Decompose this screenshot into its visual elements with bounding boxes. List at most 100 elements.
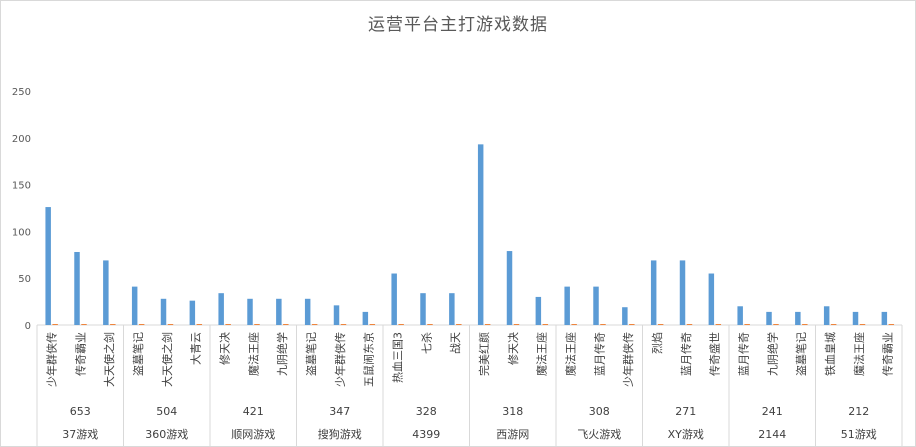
bar-secondary	[657, 324, 664, 325]
group-total-label: 308	[589, 405, 610, 418]
bar	[823, 306, 830, 325]
y-tick-label: 0	[25, 321, 31, 332]
category-label: 盗墓笔记	[131, 332, 145, 376]
group-total-label: 212	[848, 405, 869, 418]
bar-secondary	[340, 324, 347, 325]
bar-secondary	[802, 324, 808, 325]
category-label: 蓝月传奇	[737, 332, 750, 376]
group-total-label: 421	[243, 405, 264, 418]
category-label: 魔法王座	[246, 332, 260, 376]
y-tick-label: 50	[18, 274, 31, 285]
bar	[362, 311, 369, 325]
category-label: 完美红颜	[477, 332, 491, 376]
bar	[650, 260, 657, 325]
bar-secondary	[225, 324, 231, 325]
category-label: 传奇霸业	[882, 332, 895, 376]
bar	[852, 311, 859, 325]
category-label: 盗墓笔记	[304, 332, 318, 376]
bar-secondary	[167, 324, 174, 325]
bar-secondary	[427, 324, 433, 325]
bar	[795, 311, 801, 325]
bar	[708, 273, 715, 325]
category-label: 大天使之剑	[102, 332, 116, 387]
category-label: 热血三国3	[390, 332, 404, 383]
category-label: 魔法王座	[852, 332, 866, 376]
bar	[535, 296, 542, 325]
bar	[477, 144, 484, 325]
bar-secondary	[773, 324, 779, 325]
group-total-label: 271	[675, 405, 696, 418]
bar	[189, 300, 196, 325]
bar	[391, 273, 397, 325]
bar-secondary	[456, 324, 462, 325]
category-label: 铁血皇城	[823, 332, 837, 376]
y-tick-label: 200	[12, 134, 31, 145]
bar	[506, 251, 513, 325]
bar	[593, 286, 599, 325]
group-total-label: 241	[762, 405, 783, 418]
bar	[304, 298, 311, 325]
group-name-label: 顺网游戏	[231, 428, 275, 441]
group-name-label: 37游戏	[62, 428, 98, 441]
bar	[45, 207, 51, 325]
bar	[449, 293, 455, 325]
bar-secondary	[484, 324, 491, 325]
category-label: 修天决	[217, 332, 231, 365]
group-name-label: 2144	[758, 428, 786, 441]
group-total-label: 347	[329, 405, 350, 418]
group-name-label: 搜狗游戏	[318, 427, 362, 441]
bar-secondary	[744, 324, 750, 325]
group-name-label: 51游戏	[841, 428, 877, 441]
bar-secondary	[571, 324, 577, 325]
category-label: 九阴绝学	[275, 332, 289, 376]
bar	[247, 298, 253, 325]
y-tick-label: 150	[12, 181, 31, 192]
category-label: 传奇盛世	[708, 332, 722, 376]
bar-secondary	[600, 324, 606, 325]
bar	[131, 286, 138, 325]
chart-title: 运营平台主打游戏数据	[368, 15, 548, 35]
category-label: 大天使之剑	[160, 332, 174, 387]
y-tick-label: 250	[12, 87, 31, 98]
group-name-label: 飞火游戏	[577, 428, 621, 441]
category-label: 魔法王座	[535, 332, 549, 376]
category-label: 修天决	[506, 332, 520, 365]
category-label: 少年群侠传	[44, 332, 58, 387]
bar	[74, 251, 80, 325]
category-label: 九阴绝学	[765, 332, 779, 376]
bar	[333, 305, 340, 325]
bar-secondary	[513, 324, 520, 325]
bar-secondary	[369, 324, 376, 325]
category-label: 少年群侠传	[333, 332, 347, 387]
bar-secondary	[196, 324, 203, 325]
y-tick-label: 100	[12, 227, 31, 238]
bar	[420, 293, 426, 325]
bar-secondary	[311, 324, 318, 325]
group-total-label: 653	[70, 405, 91, 418]
bar-secondary	[629, 324, 635, 325]
group-total-label: 328	[416, 405, 437, 418]
group-name-label: XY游戏	[668, 428, 704, 441]
bar-secondary	[81, 324, 87, 325]
category-label: 魔法王座	[563, 332, 577, 376]
bar-secondary	[398, 324, 404, 325]
bar-secondary	[138, 324, 145, 325]
bar-secondary	[52, 324, 58, 325]
bar-secondary	[254, 324, 260, 325]
category-label: 战天	[449, 332, 462, 354]
group-name-label: 西游网	[496, 428, 529, 441]
category-label: 少年群侠传	[621, 332, 635, 387]
bar-secondary	[888, 324, 895, 325]
category-label: 盗墓笔记	[794, 332, 808, 376]
category-label: 大青云	[189, 332, 203, 365]
category-label: 五鼠闹东京	[362, 332, 376, 387]
bar	[622, 307, 628, 325]
group-total-label: 318	[502, 405, 523, 418]
bar-secondary	[542, 324, 549, 325]
bar	[766, 311, 772, 325]
category-label: 蓝月传奇	[680, 332, 693, 376]
bar	[160, 298, 167, 325]
bar-secondary	[283, 324, 289, 325]
bar	[881, 311, 888, 325]
